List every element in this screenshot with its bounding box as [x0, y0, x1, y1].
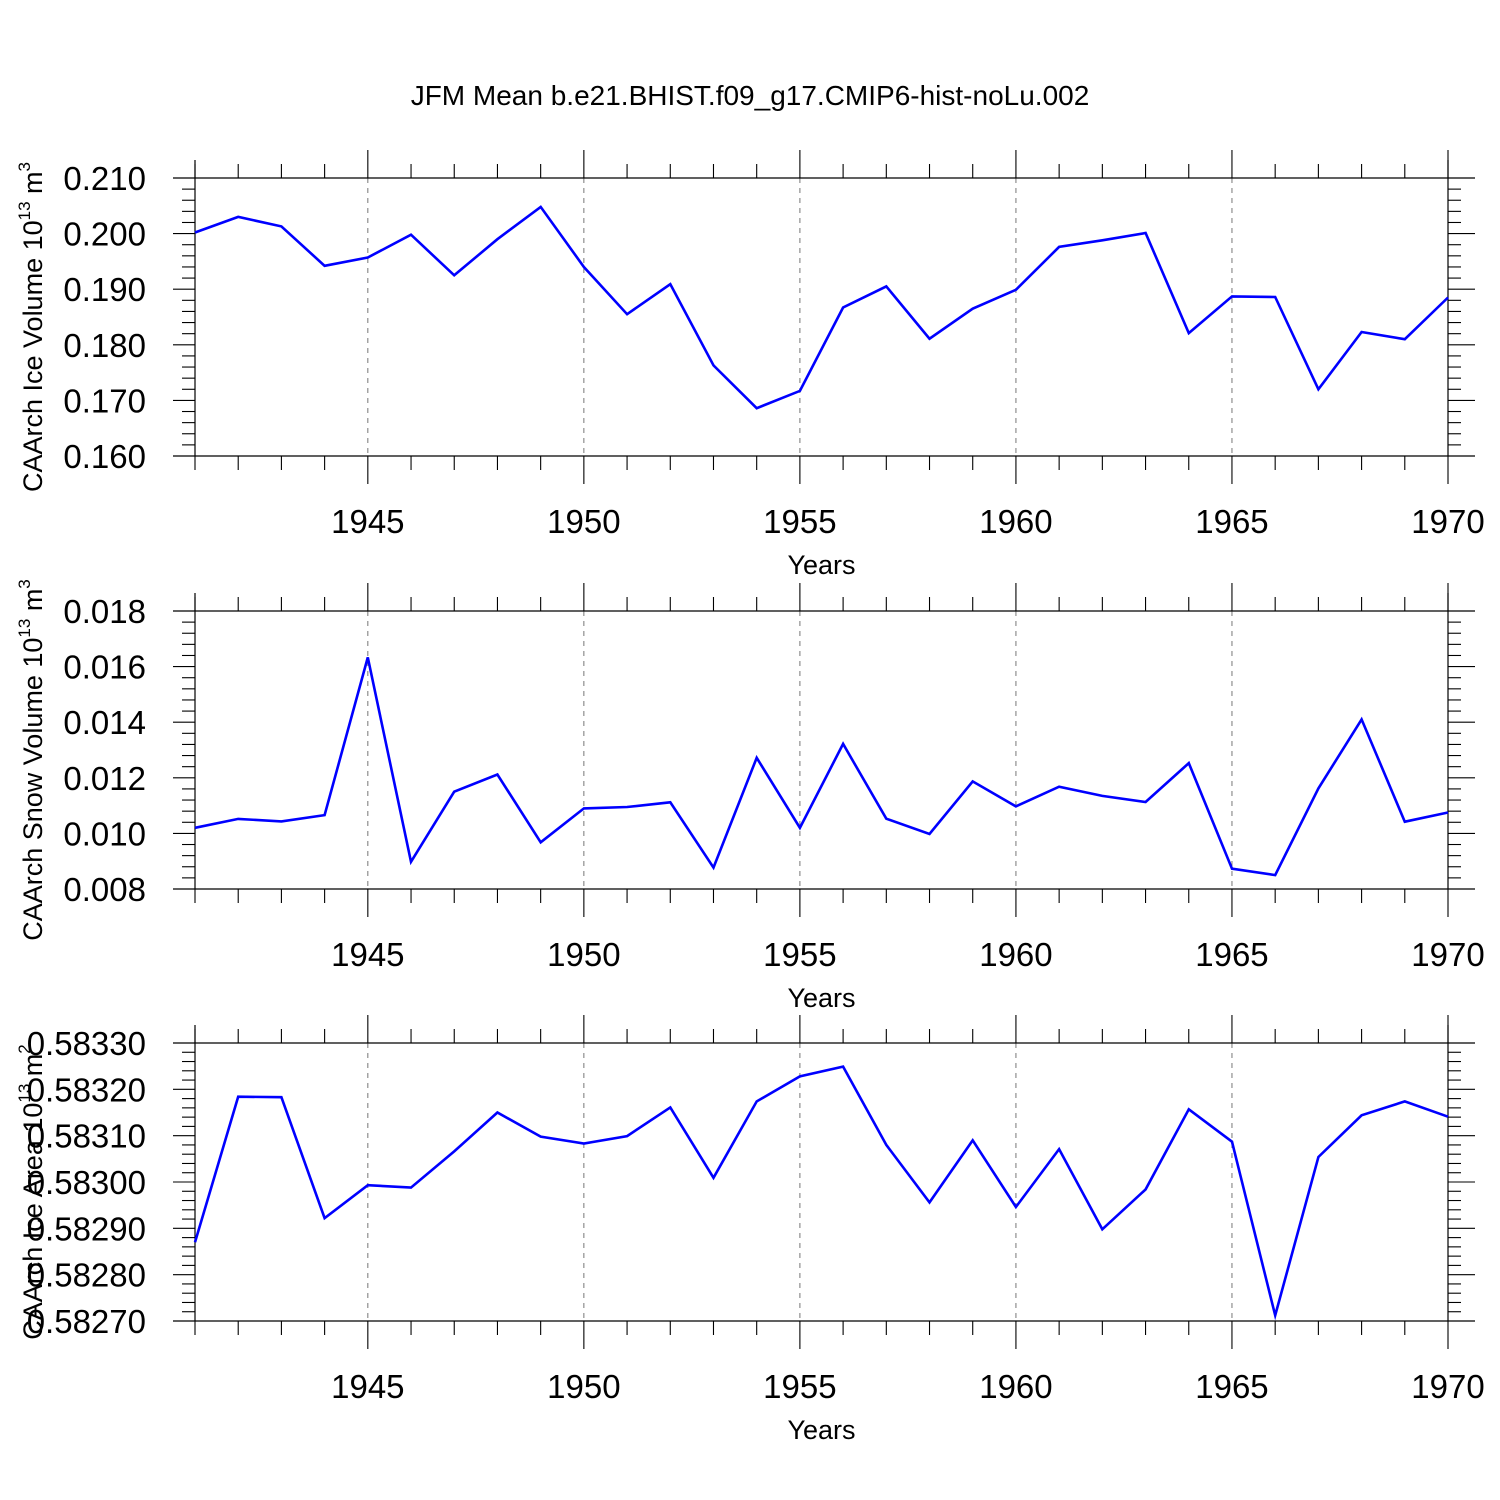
x-tick-label: 1970 — [1411, 1368, 1484, 1405]
x-axis-label: Years — [787, 983, 855, 1013]
panel-2: 1945 1950 1955 1960 1965 1970 Years 0.008 0.010 0… — [15, 579, 1485, 1013]
x-tick-label: 1945 — [331, 1368, 404, 1405]
y-axis-label: CAArch Ice Area 1013 m2 — [15, 1044, 48, 1340]
x-axis-label: Years — [787, 1415, 855, 1445]
y-tick-label: 0.58330 — [27, 1025, 146, 1062]
y-tick-label: 0.58310 — [27, 1118, 146, 1155]
y-tick-label: 0.210 — [63, 160, 146, 197]
y-tick-label: 0.58280 — [27, 1257, 146, 1294]
x-axis-label: Years — [787, 550, 855, 580]
x-tick-label: 1960 — [979, 936, 1052, 973]
y-axis-label: CAArch Snow Volume 1013 m3 — [15, 579, 48, 941]
series-line — [194, 657, 1449, 877]
x-tick-label: 1950 — [547, 936, 620, 973]
y-axis-label: CAArch Ice Volume 1013 m3 — [15, 162, 48, 492]
x-tick-label: 1965 — [1195, 936, 1268, 973]
series-line — [193, 1065, 1449, 1321]
figure-title: JFM Mean b.e21.BHIST.f09_g17.CMIP6-hist-… — [411, 80, 1090, 111]
y-tick-label: 0.58290 — [27, 1210, 146, 1247]
y-tick-label: 0.58300 — [27, 1164, 146, 1201]
x-tick-label: 1955 — [763, 503, 836, 540]
x-tick-label: 1945 — [331, 936, 404, 973]
y-tick-label: 0.58320 — [27, 1071, 146, 1108]
y-tick-label: 0.014 — [63, 704, 146, 741]
series-line — [194, 205, 1449, 410]
x-tick-label: 1955 — [763, 936, 836, 973]
y-tick-label: 0.018 — [63, 593, 146, 630]
x-tick-label: 1970 — [1411, 503, 1484, 540]
x-tick-label: 1945 — [331, 503, 404, 540]
y-tick-label: 0.200 — [63, 216, 146, 253]
x-tick-label: 1950 — [547, 1368, 620, 1405]
x-tick-label: 1960 — [979, 1368, 1052, 1405]
panel-1: 1945 1950 1955 1960 1965 1970 Years 0.160 0.170 0… — [15, 150, 1485, 580]
x-tick-label: 1960 — [979, 503, 1052, 540]
y-tick-label: 0.58270 — [27, 1303, 146, 1340]
x-tick-label: 1970 — [1411, 936, 1484, 973]
y-tick-label: 0.180 — [63, 327, 146, 364]
y-tick-label: 0.170 — [63, 382, 146, 419]
panels: 1945 1950 1955 1960 1965 1970 Years 0.160 0.170 0… — [15, 150, 1485, 1445]
x-tick-label: 1965 — [1195, 503, 1268, 540]
y-tick-label: 0.190 — [63, 271, 146, 308]
y-tick-label: 0.008 — [63, 871, 146, 908]
x-tick-label: 1950 — [547, 503, 620, 540]
y-tick-label: 0.016 — [63, 649, 146, 686]
y-tick-label: 0.160 — [63, 438, 146, 475]
y-tick-label: 0.010 — [63, 815, 146, 852]
x-tick-label: 1955 — [763, 1368, 836, 1405]
y-tick-label: 0.012 — [63, 760, 146, 797]
x-tick-label: 1965 — [1195, 1368, 1268, 1405]
panel-3: 1945 1950 1955 1960 1965 1970 Years 0.58270 0.58… — [15, 1015, 1485, 1445]
